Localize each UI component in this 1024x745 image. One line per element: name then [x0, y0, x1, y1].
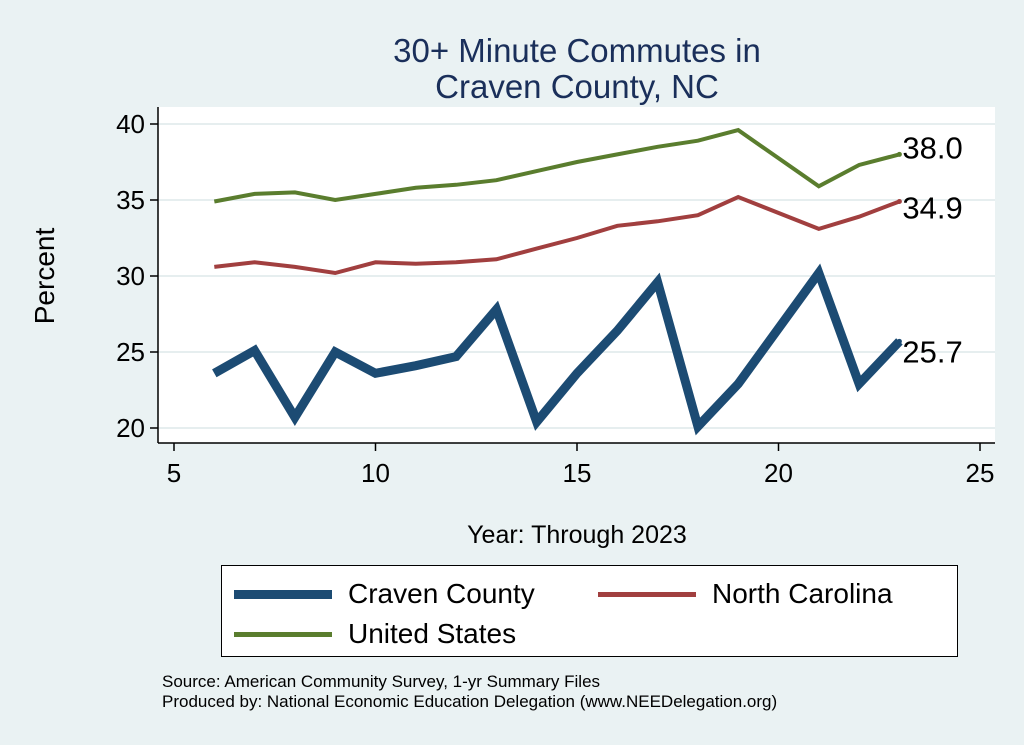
- x-tick-label: 10: [361, 458, 390, 488]
- legend-label-north-carolina: North Carolina: [712, 578, 893, 609]
- series-line-united-states: [213, 127, 900, 204]
- legend-item-craven-county: Craven County: [234, 578, 535, 610]
- end-label-north-carolina: 34.9: [902, 191, 962, 226]
- producer-note: Produced by: National Economic Education…: [162, 692, 778, 711]
- legend-swatch-united-states: [234, 631, 332, 637]
- y-tick-label: 40: [116, 109, 145, 139]
- end-label-craven-county: 25.7: [902, 334, 962, 369]
- x-tick-label: 20: [764, 458, 793, 488]
- x-tick-label: 5: [167, 458, 181, 488]
- plot-area: 20 25 30 35 40 5 10 15 20 25 25.7 34.9 38.0 Percent…: [29, 107, 995, 549]
- legend-item-united-states: United States: [234, 618, 516, 650]
- x-tick-label: 25: [966, 458, 995, 488]
- y-axis-label: Percent: [29, 228, 60, 325]
- chart-title-line-2: Craven County, NC: [435, 68, 719, 105]
- y-tick-label: 35: [116, 185, 145, 215]
- series-end-point-north-carolina: [896, 199, 902, 205]
- y-tick-label: 30: [116, 261, 145, 291]
- legend-label-craven-county: Craven County: [348, 578, 535, 609]
- end-label-united-states: 38.0: [902, 130, 962, 165]
- series-end-point-united-states: [896, 151, 902, 157]
- series-line-north-carolina: [214, 194, 901, 276]
- legend-swatch-north-carolina: [598, 591, 696, 597]
- legend-label-united-states: United States: [348, 618, 517, 649]
- legend-item-north-carolina: North Carolina: [598, 578, 893, 610]
- x-axis-label: Year: Through 2023: [467, 521, 687, 549]
- chart-title-line-1: 30+ Minute Commutes in: [393, 32, 761, 69]
- source-note: Source: American Community Survey, 1-yr …: [162, 672, 601, 691]
- chart-legend: Craven County North Carolina United Stat…: [221, 565, 958, 657]
- series-end-point-craven-county: [896, 338, 902, 344]
- series-line-craven-county: [212, 263, 903, 436]
- y-tick-label: 25: [116, 337, 145, 367]
- legend-swatch-craven-county: [234, 589, 332, 599]
- y-tick-label: 20: [116, 413, 145, 443]
- x-tick-label: 15: [563, 458, 592, 488]
